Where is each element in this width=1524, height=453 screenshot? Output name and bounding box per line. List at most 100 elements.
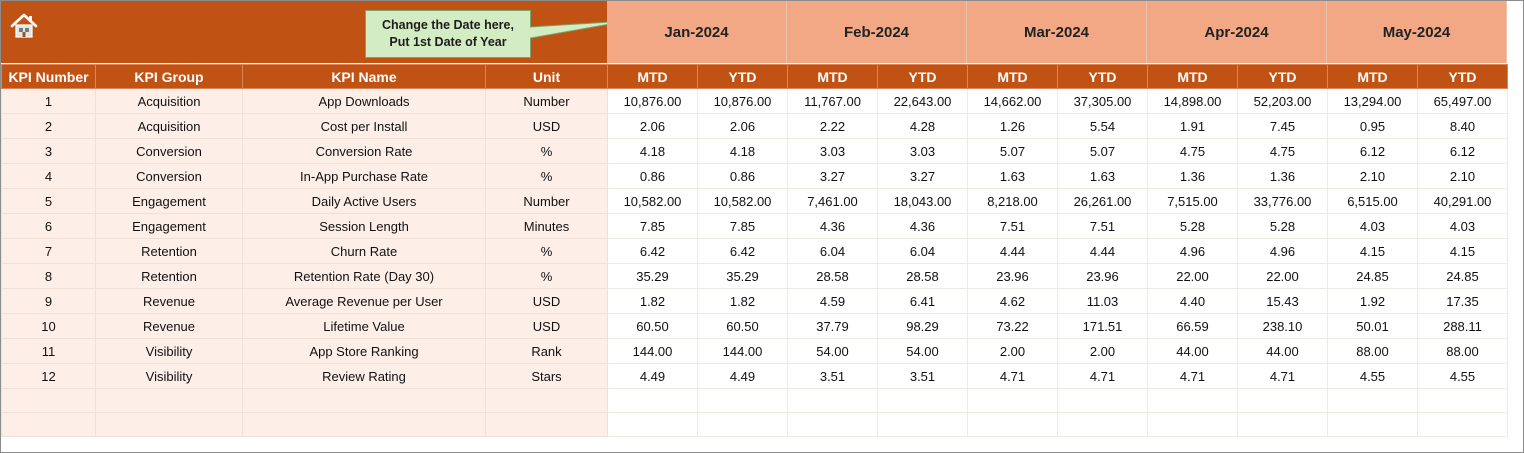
unit-cell[interactable]: Stars <box>485 363 608 389</box>
col-kpi-name[interactable]: KPI Name <box>242 64 486 89</box>
ytd-value-cell[interactable]: 6.12 <box>1417 138 1508 164</box>
empty-cell[interactable] <box>95 388 243 413</box>
mtd-value-cell[interactable]: 60.50 <box>607 313 698 339</box>
mtd-value-cell[interactable]: 1.63 <box>967 163 1058 189</box>
month-header-mar[interactable]: Mar-2024 <box>967 1 1147 63</box>
unit-cell[interactable]: % <box>485 263 608 289</box>
col-ytd[interactable]: YTD <box>697 64 788 89</box>
mtd-value-cell[interactable]: 0.95 <box>1327 113 1418 139</box>
empty-cell[interactable] <box>787 412 878 437</box>
mtd-value-cell[interactable]: 3.27 <box>787 163 878 189</box>
unit-cell[interactable]: % <box>485 138 608 164</box>
ytd-value-cell[interactable]: 4.96 <box>1237 238 1328 264</box>
mtd-value-cell[interactable]: 4.03 <box>1327 213 1418 239</box>
mtd-value-cell[interactable]: 2.10 <box>1327 163 1418 189</box>
mtd-value-cell[interactable]: 6.12 <box>1327 138 1418 164</box>
unit-cell[interactable]: % <box>485 238 608 264</box>
mtd-value-cell[interactable]: 5.28 <box>1147 213 1238 239</box>
mtd-value-cell[interactable]: 37.79 <box>787 313 878 339</box>
ytd-value-cell[interactable]: 4.15 <box>1417 238 1508 264</box>
kpi-number-cell[interactable]: 9 <box>1 288 96 314</box>
mtd-value-cell[interactable]: 3.03 <box>787 138 878 164</box>
ytd-value-cell[interactable]: 4.55 <box>1417 363 1508 389</box>
empty-cell[interactable] <box>95 412 243 437</box>
kpi-name-cell[interactable]: Average Revenue per User <box>242 288 486 314</box>
mtd-value-cell[interactable]: 6.04 <box>787 238 878 264</box>
mtd-value-cell[interactable]: 24.85 <box>1327 263 1418 289</box>
col-ytd[interactable]: YTD <box>1237 64 1328 89</box>
ytd-value-cell[interactable]: 44.00 <box>1237 338 1328 364</box>
month-header-feb[interactable]: Feb-2024 <box>787 1 967 63</box>
empty-cell[interactable] <box>485 412 608 437</box>
unit-cell[interactable]: Minutes <box>485 213 608 239</box>
mtd-value-cell[interactable]: 1.82 <box>607 288 698 314</box>
kpi-name-cell[interactable]: App Downloads <box>242 88 486 114</box>
mtd-value-cell[interactable]: 4.15 <box>1327 238 1418 264</box>
ytd-value-cell[interactable]: 33,776.00 <box>1237 188 1328 214</box>
ytd-value-cell[interactable]: 22,643.00 <box>877 88 968 114</box>
mtd-value-cell[interactable]: 4.62 <box>967 288 1058 314</box>
ytd-value-cell[interactable]: 288.11 <box>1417 313 1508 339</box>
month-header-may[interactable]: May-2024 <box>1327 1 1507 63</box>
empty-cell[interactable] <box>607 412 698 437</box>
ytd-value-cell[interactable]: 26,261.00 <box>1057 188 1148 214</box>
mtd-value-cell[interactable]: 10,582.00 <box>607 188 698 214</box>
ytd-value-cell[interactable]: 4.28 <box>877 113 968 139</box>
ytd-value-cell[interactable]: 11.03 <box>1057 288 1148 314</box>
mtd-value-cell[interactable]: 88.00 <box>1327 338 1418 364</box>
ytd-value-cell[interactable]: 3.51 <box>877 363 968 389</box>
ytd-value-cell[interactable]: 40,291.00 <box>1417 188 1508 214</box>
kpi-group-cell[interactable]: Conversion <box>95 163 243 189</box>
col-mtd[interactable]: MTD <box>607 64 698 89</box>
empty-cell[interactable] <box>877 388 968 413</box>
empty-cell[interactable] <box>1417 412 1508 437</box>
kpi-number-cell[interactable]: 12 <box>1 363 96 389</box>
kpi-name-cell[interactable]: Conversion Rate <box>242 138 486 164</box>
mtd-value-cell[interactable]: 66.59 <box>1147 313 1238 339</box>
mtd-value-cell[interactable]: 1.92 <box>1327 288 1418 314</box>
mtd-value-cell[interactable]: 4.71 <box>1147 363 1238 389</box>
kpi-group-cell[interactable]: Retention <box>95 238 243 264</box>
empty-cell[interactable] <box>1057 412 1148 437</box>
ytd-value-cell[interactable]: 23.96 <box>1057 263 1148 289</box>
ytd-value-cell[interactable]: 171.51 <box>1057 313 1148 339</box>
mtd-value-cell[interactable]: 13,294.00 <box>1327 88 1418 114</box>
ytd-value-cell[interactable]: 5.28 <box>1237 213 1328 239</box>
kpi-name-cell[interactable]: App Store Ranking <box>242 338 486 364</box>
ytd-value-cell[interactable]: 4.03 <box>1417 213 1508 239</box>
kpi-group-cell[interactable]: Acquisition <box>95 88 243 114</box>
col-kpi-group[interactable]: KPI Group <box>95 64 243 89</box>
empty-cell[interactable] <box>1 412 96 437</box>
ytd-value-cell[interactable]: 5.54 <box>1057 113 1148 139</box>
empty-cell[interactable] <box>1237 412 1328 437</box>
empty-cell[interactable] <box>1147 388 1238 413</box>
empty-cell[interactable] <box>1327 388 1418 413</box>
mtd-value-cell[interactable]: 4.55 <box>1327 363 1418 389</box>
mtd-value-cell[interactable]: 4.59 <box>787 288 878 314</box>
empty-cell[interactable] <box>485 388 608 413</box>
ytd-value-cell[interactable]: 35.29 <box>697 263 788 289</box>
ytd-value-cell[interactable]: 17.35 <box>1417 288 1508 314</box>
ytd-value-cell[interactable]: 2.06 <box>697 113 788 139</box>
kpi-name-cell[interactable]: Review Rating <box>242 363 486 389</box>
kpi-group-cell[interactable]: Acquisition <box>95 113 243 139</box>
ytd-value-cell[interactable]: 1.63 <box>1057 163 1148 189</box>
mtd-value-cell[interactable]: 22.00 <box>1147 263 1238 289</box>
unit-cell[interactable]: Number <box>485 188 608 214</box>
mtd-value-cell[interactable]: 54.00 <box>787 338 878 364</box>
kpi-group-cell[interactable]: Revenue <box>95 313 243 339</box>
kpi-group-cell[interactable]: Visibility <box>95 338 243 364</box>
col-mtd[interactable]: MTD <box>787 64 878 89</box>
empty-cell[interactable] <box>1057 388 1148 413</box>
col-kpi-number[interactable]: KPI Number <box>1 64 96 89</box>
kpi-name-cell[interactable]: Retention Rate (Day 30) <box>242 263 486 289</box>
empty-cell[interactable] <box>1147 412 1238 437</box>
col-mtd[interactable]: MTD <box>1147 64 1238 89</box>
mtd-value-cell[interactable]: 10,876.00 <box>607 88 698 114</box>
mtd-value-cell[interactable]: 4.49 <box>607 363 698 389</box>
col-mtd[interactable]: MTD <box>1327 64 1418 89</box>
empty-cell[interactable] <box>1237 388 1328 413</box>
ytd-value-cell[interactable]: 54.00 <box>877 338 968 364</box>
kpi-group-cell[interactable]: Conversion <box>95 138 243 164</box>
ytd-value-cell[interactable]: 6.04 <box>877 238 968 264</box>
